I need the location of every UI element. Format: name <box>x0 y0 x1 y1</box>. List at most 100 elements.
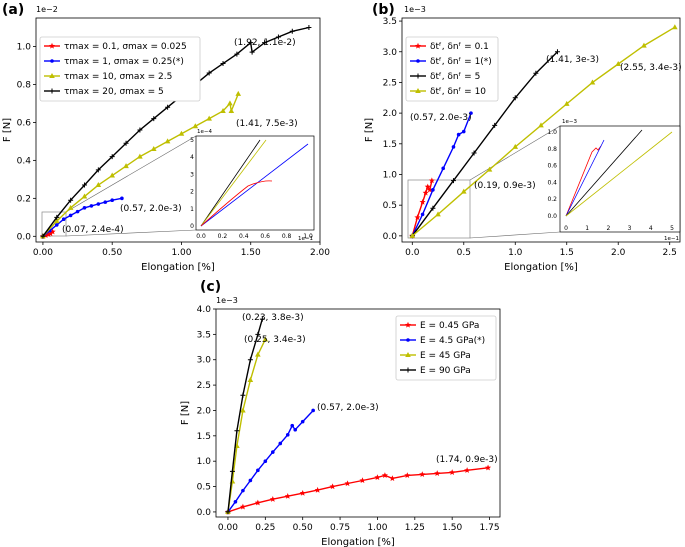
data-point <box>381 472 388 478</box>
data-point <box>471 150 477 156</box>
series-3 <box>225 336 269 514</box>
data-point <box>422 189 429 196</box>
data-point <box>81 182 87 188</box>
panel-a-x-axis-label: Elongation [%] <box>141 262 215 273</box>
data-point <box>53 218 60 224</box>
legend-marker <box>50 59 54 63</box>
inset-x-tick-label: 0.8 <box>282 233 292 240</box>
panel-b-inset-y-exponent: 1e−3 <box>562 119 577 125</box>
y-tick-label: 1.0 <box>383 170 398 180</box>
data-point <box>54 223 59 227</box>
data-point <box>240 407 246 413</box>
y-tick-label: 1.5 <box>197 432 211 442</box>
inset-x-tick-label: 3 <box>628 225 632 232</box>
x-tick-label: 0.50 <box>102 248 122 258</box>
y-tick-label: 3.5 <box>197 330 211 340</box>
panel-c-y-ticks: 0.0 0.5 1.0 1.5 2.0 2.5 3.0 3.5 4.0 <box>197 305 216 518</box>
legend-label: E = 90 GPa <box>420 366 471 376</box>
panel-c-x-axis-label: Elongation [%] <box>321 537 395 547</box>
legend-label: τmax = 0.1, σmax = 0.025 <box>64 42 187 52</box>
panel-c-annotation-2: (0.25, 3.4e-3) <box>244 335 306 345</box>
panel-a-inset-line-black <box>200 139 261 227</box>
panel-b-annotation-2: (2.55, 3.4e-3) <box>620 63 682 73</box>
data-point <box>450 178 456 184</box>
panel-a-inset-line-blue <box>200 143 309 227</box>
data-point <box>249 49 255 55</box>
panel-a-y-exponent: 1e−2 <box>36 5 58 14</box>
data-point <box>469 111 473 115</box>
data-point <box>81 193 88 199</box>
data-point <box>538 122 544 128</box>
legend-entry: δtᶠ, δnᶠ = 0.1 <box>410 42 489 52</box>
x-tick-label: 1.75 <box>480 523 500 533</box>
data-point <box>419 471 426 477</box>
x-tick-label: 0.00 <box>33 248 53 258</box>
panel-c-annotation-4: (1.74, 0.9e-3) <box>436 455 498 465</box>
x-tick-label: 0.75 <box>330 523 350 533</box>
data-point <box>229 468 235 474</box>
data-point <box>431 188 435 192</box>
x-tick-label: 0.5 <box>457 248 471 258</box>
legend-entry: τmax = 10, σmax = 2.5 <box>44 72 172 82</box>
panel-a-legend-box <box>39 36 201 102</box>
data-point <box>435 211 441 217</box>
data-point <box>96 202 101 206</box>
data-point <box>137 153 143 159</box>
legend-entry: τmax = 20, σmax = 5 <box>44 87 164 97</box>
data-point <box>137 127 143 133</box>
panel-b-inset: 1e−3 1e−1 0 1 2 3 4 5 0.0 0.2 0.4 0.6 0.8 1.0 <box>547 119 681 242</box>
data-point <box>419 198 426 205</box>
panel-c: (c) 1e−3 0.00 0.25 0.50 0.75 1.00 1.25 1.50 1.7… <box>180 279 501 547</box>
data-point <box>239 503 246 510</box>
data-point <box>300 419 305 424</box>
data-point <box>82 206 87 210</box>
x-tick-label: 1.00 <box>367 523 387 533</box>
y-tick-label: 2.0 <box>383 109 398 119</box>
panel-b-inset-x-ticks: 0 1 2 3 4 5 <box>564 225 674 232</box>
series-1 <box>224 464 492 515</box>
legend-marker <box>49 73 55 78</box>
data-point <box>123 163 129 169</box>
data-point <box>409 232 416 238</box>
legend-entry: E = 0.45 GPa <box>400 321 479 331</box>
panel-a-annotation-1: (1.92, 1.1e-2) <box>234 38 296 48</box>
x-tick-label: 1.00 <box>171 248 191 258</box>
panel-b-legend: δtᶠ, δnᶠ = 0.1 δtᶠ, δnᶠ = 1(*) δtᶠ, δnᶠ = … <box>405 36 499 102</box>
panel-c-series <box>224 316 492 515</box>
inset-y-tick-label: 0.4 <box>547 179 557 186</box>
data-point <box>259 316 265 322</box>
inset-x-tick-label: 5 <box>670 225 674 232</box>
y-tick-label: 0.4 <box>17 156 32 166</box>
data-point <box>206 70 212 76</box>
data-point <box>248 478 253 483</box>
data-point <box>42 232 49 238</box>
panel-b-x-ticks: 0.0 0.5 1.0 1.5 2.0 2.5 <box>405 242 677 258</box>
panel-b-zoom-connector-lower <box>469 231 561 239</box>
inset-x-tick-label: 1 <box>585 225 589 232</box>
data-point <box>240 392 246 398</box>
data-point <box>456 132 461 137</box>
panel-b-inset-line-olive <box>565 131 673 217</box>
inset-x-tick-label: 0.0 <box>196 233 206 240</box>
series-2 <box>410 111 473 238</box>
data-point <box>233 499 238 504</box>
data-point <box>263 459 268 463</box>
inset-x-tick-label: 0 <box>564 225 568 232</box>
data-point <box>434 470 441 476</box>
x-tick-label: 0.50 <box>293 523 313 533</box>
legend-marker <box>48 42 56 49</box>
series-2 <box>41 196 124 239</box>
data-point <box>275 34 281 40</box>
y-tick-label: 3.0 <box>383 48 398 58</box>
data-point <box>95 167 101 173</box>
panel-b-y-exponent: 1e−3 <box>404 5 426 14</box>
data-point <box>220 108 226 114</box>
y-tick-label: 0.0 <box>17 232 32 242</box>
panel-c-y-axis-label: F [N] <box>180 401 191 425</box>
data-point <box>262 336 269 342</box>
data-point <box>420 212 425 217</box>
panel-b-x-axis-label: Elongation [%] <box>504 262 578 273</box>
data-point <box>47 230 54 237</box>
x-tick-label: 2.00 <box>310 248 330 258</box>
